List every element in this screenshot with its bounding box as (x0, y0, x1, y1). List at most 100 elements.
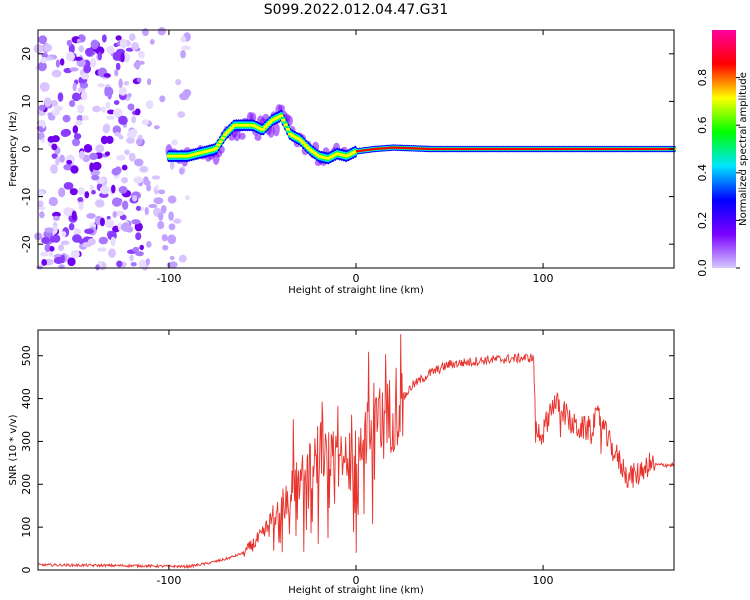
noise-blob (101, 34, 107, 43)
noise-blob (72, 234, 82, 243)
track-core (220, 136, 226, 140)
noise-blob (69, 67, 79, 72)
noise-blob (48, 196, 58, 207)
track-core (285, 127, 291, 131)
noise-blob (39, 211, 45, 219)
noise-blob (115, 210, 125, 217)
noise-blob (51, 153, 58, 159)
noise-blob (118, 185, 128, 194)
noise-blob (91, 189, 96, 195)
noise-blob (75, 119, 83, 126)
noise-blob (116, 154, 126, 161)
noise-blob (121, 164, 128, 171)
noise-blob (151, 175, 161, 180)
track-halo (238, 132, 246, 140)
spectrogram-y-label: Frequency (Hz) (8, 111, 19, 187)
noise-blob (77, 187, 85, 195)
noise-blob (83, 64, 92, 74)
noise-blob (41, 236, 50, 245)
noise-blob (112, 125, 122, 135)
noise-blob (58, 187, 66, 198)
noise-blob (128, 152, 136, 162)
noise-blob (118, 86, 127, 96)
noise-blob (99, 217, 105, 227)
noise-blob (159, 95, 166, 103)
noise-blob (104, 219, 115, 229)
noise-blob (57, 92, 64, 102)
noise-blob (169, 255, 175, 260)
noise-blob (118, 115, 128, 126)
noise-blob (71, 138, 81, 147)
noise-blob (135, 205, 141, 211)
noise-blob (37, 200, 44, 208)
noise-blob (59, 58, 65, 66)
noise-blob (145, 258, 151, 266)
noise-blob (98, 236, 109, 245)
noise-blob (122, 200, 129, 210)
noise-blob (68, 99, 76, 108)
noise-blob (168, 211, 174, 221)
noise-blob (72, 82, 77, 92)
spectrogram-signal-track (165, 104, 677, 167)
noise-blob (131, 219, 141, 225)
noise-blob (131, 195, 138, 202)
noise-blob (38, 104, 46, 111)
noise-blob (91, 174, 100, 181)
noise-blob (114, 166, 122, 175)
noise-blob (126, 137, 135, 144)
noise-blob (180, 49, 186, 59)
colorbar-tick-label: 0.6 (696, 116, 709, 134)
track-core (283, 123, 288, 127)
noise-blob (107, 91, 112, 100)
noise-blob (135, 232, 142, 241)
noise-blob (77, 104, 85, 114)
noise-blob (105, 115, 115, 120)
noise-blob (95, 46, 105, 55)
noise-blob (106, 45, 115, 54)
noise-blob (161, 234, 168, 242)
noise-blob (44, 243, 52, 253)
noise-blob (95, 264, 100, 271)
noise-blob (92, 105, 101, 113)
noise-blob (153, 125, 160, 130)
y-tick-label: 20 (20, 47, 33, 61)
noise-blob (40, 138, 45, 144)
noise-blob (112, 210, 117, 218)
noise-blob (110, 236, 116, 247)
track-halo (233, 128, 241, 142)
noise-blob (60, 240, 70, 246)
noise-blob (37, 190, 44, 197)
noise-blob (89, 152, 98, 161)
noise-blob (102, 124, 110, 134)
noise-blob (90, 57, 97, 68)
noise-blob (153, 197, 164, 205)
track-core (216, 143, 221, 147)
noise-blob (94, 199, 105, 208)
noise-blob (52, 215, 60, 221)
noise-blob (44, 227, 54, 233)
noise-blob (139, 244, 144, 251)
noise-blob (168, 223, 176, 231)
figure-title: S099.2022.012.04.47.G31 (264, 2, 449, 18)
noise-blob (47, 136, 56, 143)
noise-blob (89, 184, 95, 191)
noise-blob (52, 211, 61, 218)
noise-blob (158, 189, 166, 195)
noise-blob (100, 106, 107, 113)
noise-blob (114, 131, 121, 137)
y-tick-label: -20 (20, 235, 33, 253)
y-tick-label: 200 (20, 474, 33, 495)
snr-y-label: SNR (10 * v/v) (8, 414, 19, 485)
noise-blob (167, 234, 177, 245)
noise-blob (103, 73, 111, 78)
y-tick-label: -10 (20, 188, 33, 206)
noise-blob (92, 161, 102, 171)
snr-x-ticks: -100 0 100 (156, 330, 554, 587)
noise-blob (63, 163, 73, 171)
noise-blob (104, 86, 109, 97)
noise-blob (78, 201, 84, 211)
noise-blob (65, 51, 75, 62)
noise-blob (67, 257, 76, 267)
track-halo (272, 122, 280, 137)
